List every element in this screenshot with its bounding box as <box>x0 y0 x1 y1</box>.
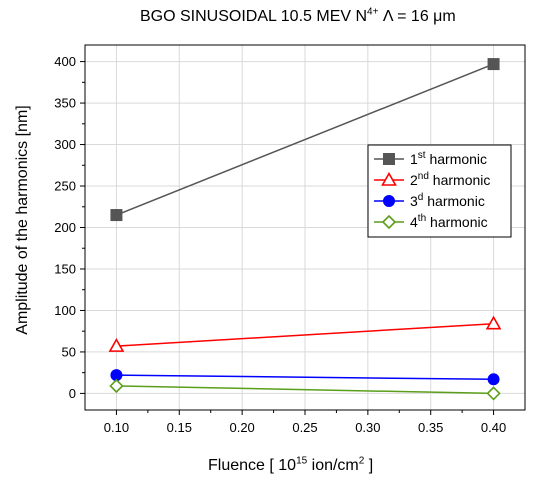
data-point <box>109 378 124 394</box>
data-point <box>108 337 125 352</box>
y-tick-label: 200 <box>54 220 76 235</box>
legend-label: 2nd harmonic <box>410 171 490 188</box>
chart-title: BGO SINUSOIDAL 10.5 MEV N4+ Λ = 16 μm <box>140 6 456 25</box>
data-point <box>487 58 500 71</box>
y-tick-label: 0 <box>69 386 76 401</box>
y-tick-label: 250 <box>54 179 76 194</box>
legend-marker <box>381 214 397 230</box>
series-2-harmonic <box>108 315 502 352</box>
x-axis-label: Fluence [ 1015 ion/cm2 ] <box>208 455 374 474</box>
y-tick-label: 50 <box>62 344 76 359</box>
legend-item: 3d harmonic <box>374 192 485 209</box>
series-line <box>116 63 494 216</box>
series-line <box>116 322 494 347</box>
x-tick-label: 0.20 <box>229 420 254 435</box>
x-tick-label: 0.25 <box>292 420 317 435</box>
series-4-harmonic <box>109 378 501 401</box>
x-tick-label: 0.30 <box>355 420 380 435</box>
data-point <box>486 386 501 401</box>
y-tick-label: 350 <box>54 96 76 111</box>
y-tick-label: 100 <box>54 303 76 318</box>
x-tick-label: 0.10 <box>104 420 129 435</box>
legend-marker <box>383 195 395 207</box>
y-tick-label: 400 <box>54 54 76 69</box>
series-line <box>116 374 494 381</box>
legend-item: 4th harmonic <box>374 213 488 230</box>
legend-marker <box>383 153 395 165</box>
x-tick-label: 0.35 <box>418 420 443 435</box>
legend-item: 1st harmonic <box>374 150 487 167</box>
y-tick-label: 300 <box>54 137 76 152</box>
x-tick-label: 0.40 <box>481 420 506 435</box>
series-1-harmonic <box>110 58 500 222</box>
legend: 1st harmonic 2nd harmonic 3d harmonic 4th h… <box>367 144 512 238</box>
legend-label: 3d harmonic <box>410 192 485 209</box>
legend-label: 1st harmonic <box>410 150 487 167</box>
y-axis-label: Amplitude of the harmonics [nm] <box>14 105 31 335</box>
data-point <box>110 209 123 222</box>
legend-item: 2nd harmonic <box>374 171 490 188</box>
x-tick-label: 0.15 <box>167 420 192 435</box>
series-line <box>116 385 494 395</box>
legend-marker <box>381 171 397 186</box>
y-tick-label: 150 <box>54 261 76 276</box>
legend-label: 4th harmonic <box>410 213 488 230</box>
data-point <box>485 315 502 330</box>
data-point <box>487 373 500 386</box>
